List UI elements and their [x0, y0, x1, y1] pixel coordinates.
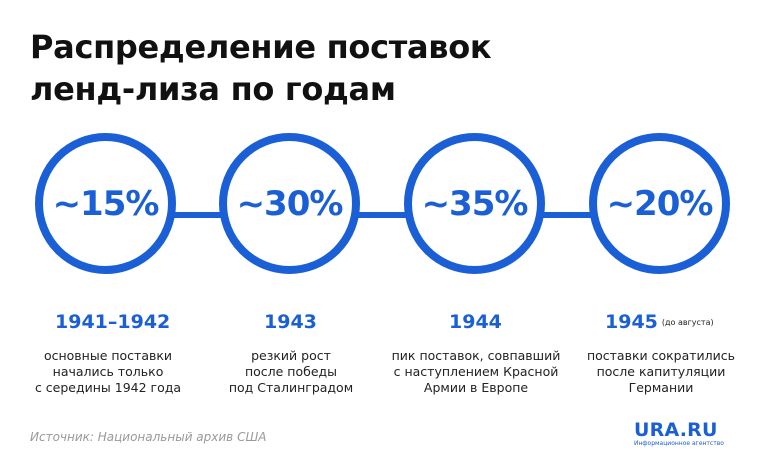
year-note: (до августа) — [661, 318, 714, 327]
logo-tagline: Информационное агентство — [634, 440, 724, 447]
percent-value: ~20% — [606, 183, 714, 224]
percent-circle-1945: ~20% — [589, 133, 730, 274]
year-label-1943: 1943 — [264, 311, 317, 333]
percent-value: ~30% — [236, 183, 344, 224]
description-1941-1942: основные поставки начались только с сере… — [34, 348, 182, 395]
percent-circle-1941-1942: ~15% — [35, 133, 176, 274]
year-text: 1944 — [449, 311, 502, 333]
year-label-1945: 1945 (до августа) — [605, 311, 714, 333]
description-1943: резкий рост после победы под Сталинградо… — [228, 348, 354, 395]
title-line-1: Распределение поставок — [30, 28, 492, 66]
year-label-1944: 1944 — [449, 311, 502, 333]
logo-name: URA.RU — [634, 419, 718, 441]
percent-circle-1944: ~35% — [404, 133, 545, 274]
description-1944: пик поставок, совпавший с наступлением К… — [391, 348, 561, 395]
year-text: 1945 — [605, 311, 658, 333]
timeline-connector — [120, 212, 660, 218]
percent-circle-1943: ~30% — [219, 133, 360, 274]
page-title: Распределение поставок ленд-лиза по года… — [30, 26, 492, 110]
title-line-2: ленд-лиза по годам — [30, 70, 396, 108]
source-note: Источник: Национальный архив США — [30, 430, 267, 444]
percent-value: ~15% — [52, 183, 160, 224]
year-text: 1943 — [264, 311, 317, 333]
percent-value: ~35% — [421, 183, 529, 224]
year-text: 1941–1942 — [55, 311, 171, 333]
year-label-1941-1942: 1941–1942 — [55, 311, 170, 333]
ura-logo: URA.RU Информационное агентство — [634, 420, 734, 448]
description-1945: поставки сократились после капитуляции Г… — [586, 348, 736, 395]
